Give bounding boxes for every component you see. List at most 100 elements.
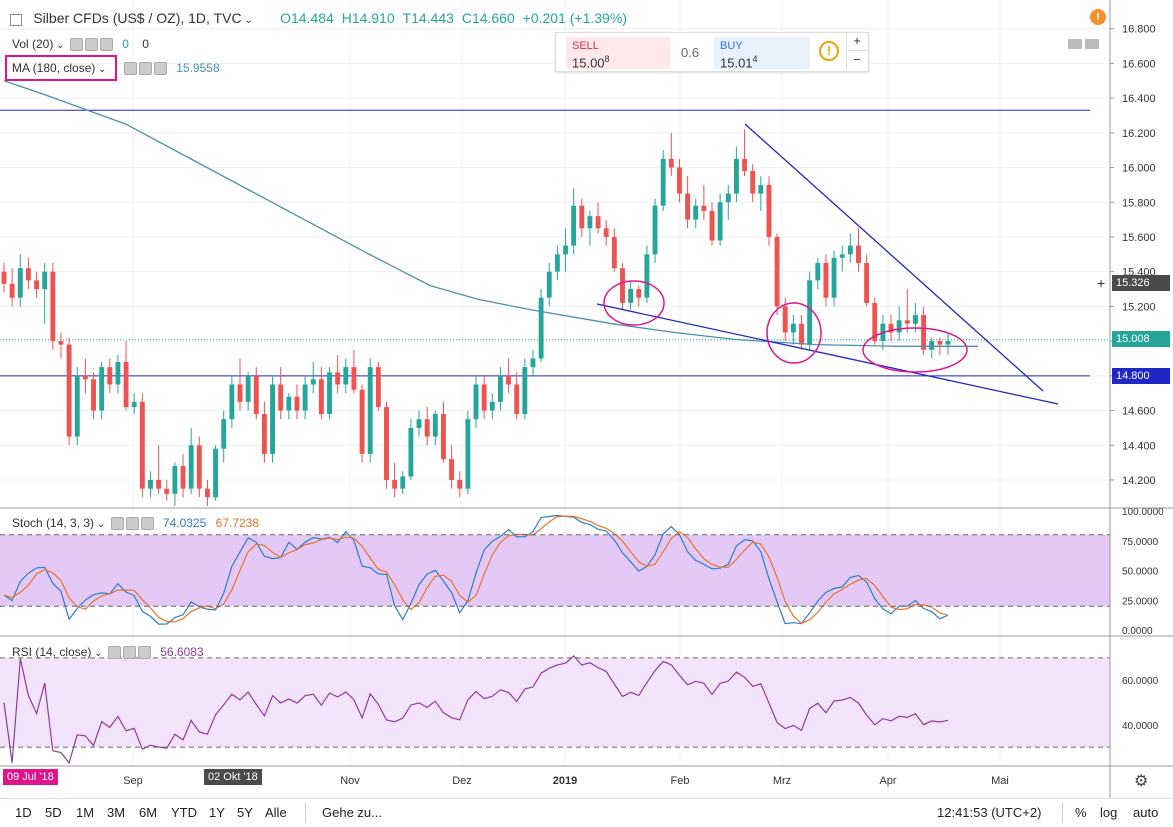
candle-body <box>563 245 568 255</box>
price-tick-label: 14.200 <box>1122 475 1156 487</box>
candle-body <box>278 384 284 411</box>
ma-label[interactable]: MA (180, close) <box>12 61 96 75</box>
candle-body <box>522 367 528 415</box>
candle-body <box>587 216 593 229</box>
chevron-down-icon[interactable]: ⌄ <box>53 40 65 51</box>
rsi-tick-label: 40.0000 <box>1122 721 1159 732</box>
candle-body <box>107 367 113 385</box>
chevron-down-icon[interactable]: ⌄ <box>241 15 253 26</box>
close-icon[interactable] <box>137 646 151 660</box>
stoch-k-value: 74.0325 <box>162 516 207 530</box>
range-1m[interactable]: 1M <box>76 805 95 820</box>
collapse-icon[interactable] <box>10 13 22 26</box>
candle-body <box>359 389 365 454</box>
candle-body <box>742 158 747 172</box>
clock-timezone[interactable]: 12:41:53 (UTC+2) <box>937 805 1042 820</box>
divider <box>1062 803 1063 823</box>
candle-body <box>506 375 511 385</box>
highlight-circle <box>862 327 968 373</box>
trend-lines <box>596 123 1059 405</box>
eye-icon[interactable] <box>123 62 137 76</box>
eye-icon[interactable] <box>69 38 83 52</box>
close-icon[interactable] <box>140 517 154 531</box>
symbol-title[interactable]: Silber CFDs (US$ / OZ), 1D, TVC <box>33 10 242 26</box>
candle-body <box>497 375 503 402</box>
price-tick-label: 15.600 <box>1122 232 1156 244</box>
candle-body <box>400 476 406 489</box>
log-toggle[interactable]: log <box>1100 805 1118 820</box>
range-5d[interactable]: 5D <box>45 805 62 820</box>
sell-button[interactable]: SELL 15.008 <box>566 37 670 70</box>
gear-icon[interactable] <box>125 517 139 531</box>
alert-icon[interactable]: ! <box>1090 9 1106 25</box>
price-tick-label: 16.600 <box>1122 58 1156 70</box>
ma-value: 15.9558 <box>176 61 220 75</box>
ma-line <box>3 80 978 347</box>
candle-body <box>790 323 796 333</box>
chevron-down-icon[interactable]: ⌄ <box>95 64 107 75</box>
close-icon[interactable] <box>153 62 167 76</box>
rsi-line <box>3 655 949 765</box>
buy-button[interactable]: BUY 15.014 <box>714 37 810 70</box>
eye-icon[interactable] <box>107 646 121 660</box>
candle-body <box>25 268 31 281</box>
range-3m[interactable]: 3M <box>107 805 126 820</box>
candle-body <box>758 184 764 194</box>
percent-toggle[interactable]: % <box>1075 805 1087 820</box>
circle-annotations <box>603 280 968 373</box>
start-date-tag: 09 Jul '18 <box>3 769 58 785</box>
stoch-label[interactable]: Stoch (14, 3, 3) <box>12 516 95 530</box>
gear-icon[interactable] <box>122 646 136 660</box>
range-1d[interactable]: 1D <box>15 805 32 820</box>
candle-body <box>261 414 267 454</box>
goto-button[interactable]: Gehe zu... <box>322 805 382 820</box>
plus-button[interactable]: + <box>846 33 867 51</box>
candle-body <box>546 271 552 298</box>
gear-icon[interactable] <box>138 62 152 76</box>
range-1y[interactable]: 1Y <box>209 805 225 820</box>
rsi-label[interactable]: RSI (14, close) <box>12 645 92 659</box>
range-ytd[interactable]: YTD <box>171 805 197 820</box>
candle-body <box>188 445 194 489</box>
candle-body <box>449 459 455 480</box>
candle-body <box>172 466 178 494</box>
range-5y[interactable]: 5Y <box>237 805 253 820</box>
close-icon[interactable] <box>99 38 113 52</box>
time-tick-label: Dez <box>452 775 472 787</box>
candle-body <box>839 254 845 258</box>
range-6m[interactable]: 6M <box>139 805 158 820</box>
candle-body <box>717 202 723 241</box>
candle-body <box>270 384 275 454</box>
info-icon[interactable]: ! <box>819 41 839 61</box>
candles <box>1 129 951 506</box>
candle-body <box>823 263 829 298</box>
chevron-down-icon[interactable]: ⌄ <box>94 519 106 530</box>
minus-button[interactable]: − <box>846 52 867 69</box>
eye-icon[interactable] <box>110 517 124 531</box>
candle-body <box>286 396 292 411</box>
candle-body <box>693 205 699 220</box>
chevron-down-icon[interactable]: ⌄ <box>91 648 103 659</box>
settings-gear-icon[interactable]: ⚙ <box>1134 773 1149 790</box>
ma-highlight-box <box>5 55 117 81</box>
candle-body <box>473 384 479 420</box>
candle-body <box>384 407 389 480</box>
candle-body <box>774 236 780 307</box>
sell-label: SELL <box>572 40 599 52</box>
ma-180-line <box>3 80 978 347</box>
time-tick-label: Sep <box>123 775 143 787</box>
candle-body <box>888 323 894 333</box>
price-tick-label: 14.400 <box>1122 440 1156 452</box>
auto-toggle[interactable]: auto <box>1133 805 1159 820</box>
candle-body <box>489 401 495 411</box>
highlight-circle <box>766 302 822 364</box>
vol-label[interactable]: Vol (20) <box>12 37 54 51</box>
candle-body <box>66 344 72 437</box>
candle-body <box>733 158 739 194</box>
scroll-controls[interactable] <box>1068 39 1099 52</box>
gear-icon[interactable] <box>84 38 98 52</box>
range-all[interactable]: Alle <box>265 805 287 820</box>
candle-body <box>424 419 430 437</box>
candle-body <box>123 361 129 408</box>
